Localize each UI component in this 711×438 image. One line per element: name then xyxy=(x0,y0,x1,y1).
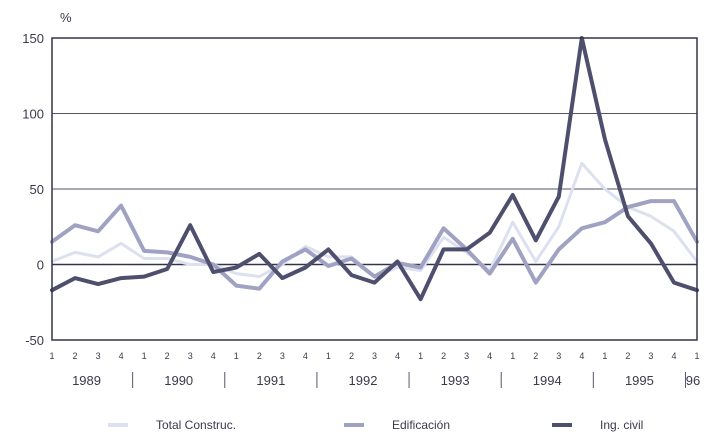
x-tick-label-quarter: 3 xyxy=(372,351,377,361)
x-tick-label-year: 1991 xyxy=(256,373,285,388)
x-tick-label-year: 1995 xyxy=(625,373,654,388)
y-tick-label: 150 xyxy=(22,31,44,46)
y-axis-unit: % xyxy=(60,10,72,25)
x-tick-label-quarter: 1 xyxy=(142,351,147,361)
x-tick-label-quarter: 2 xyxy=(533,351,538,361)
legend-swatch-edificacion xyxy=(344,423,364,427)
x-tick-label-quarter: 1 xyxy=(510,351,515,361)
x-tick-label-quarter: 3 xyxy=(464,351,469,361)
legend-item-ing-civil: Ing. civil xyxy=(552,418,643,432)
x-tick-label-quarter: 4 xyxy=(579,351,584,361)
x-tick-label-quarter: 2 xyxy=(165,351,170,361)
x-tick-label-quarter: 2 xyxy=(349,351,354,361)
plot-frame xyxy=(51,37,698,341)
series-line-2 xyxy=(50,36,699,302)
x-tick-label-quarter: 1 xyxy=(49,351,54,361)
legend-item-edificacion: Edificación xyxy=(344,418,450,432)
x-tick-label-year: 1994 xyxy=(533,373,562,388)
x-tick-label-quarter: 2 xyxy=(625,351,630,361)
x-tick-label-quarter: 4 xyxy=(211,351,216,361)
legend-label-ing-civil: Ing. civil xyxy=(600,418,644,432)
x-tick-label-quarter: 3 xyxy=(648,351,653,361)
x-tick-label-quarter: 4 xyxy=(119,351,124,361)
x-tick-label-year: 1992 xyxy=(349,373,378,388)
series-line-0 xyxy=(50,161,699,279)
x-tick-label-quarter: 4 xyxy=(487,351,492,361)
x-tick-label-quarter: 1 xyxy=(234,351,239,361)
x-tick-label-quarter: 4 xyxy=(671,351,676,361)
legend: Total Construc. Edificación Ing. civil xyxy=(0,418,711,438)
x-tick-label-year: 1990 xyxy=(164,373,193,388)
x-tick-label-quarter: 4 xyxy=(303,351,308,361)
y-tick-label: -50 xyxy=(25,333,44,348)
y-tick-label: 100 xyxy=(22,107,44,122)
x-tick-label-quarter: 2 xyxy=(441,351,446,361)
x-tick-label-quarter: 3 xyxy=(96,351,101,361)
x-tick-labels: 1 2 3 4 1 2 3 4 1 2 3 4 1 2 3 4 1 2 3 4 1 2 3 4 1 2 3 4 1 1989 1990 199… xyxy=(49,351,700,388)
x-tick-label-quarter: 2 xyxy=(257,351,262,361)
x-tick-label-year: 96 xyxy=(686,373,700,388)
x-tick-label-quarter: 1 xyxy=(418,351,423,361)
legend-item-total-construc: Total Construc. xyxy=(108,418,236,432)
x-tick-label-quarter: 1 xyxy=(694,351,699,361)
x-tick-label-quarter: 1 xyxy=(602,351,607,361)
x-tick-label-quarter: 4 xyxy=(395,351,400,361)
x-tick-label-year: 1989 xyxy=(72,373,101,388)
x-tick-label-quarter: 3 xyxy=(188,351,193,361)
x-tick-label-quarter: 3 xyxy=(556,351,561,361)
plot-border xyxy=(51,37,698,341)
legend-label-total-construc: Total Construc. xyxy=(156,418,237,432)
gridlines xyxy=(52,113,697,266)
legend-label-edificacion: Edificación xyxy=(392,418,451,432)
x-tick-label-quarter: 2 xyxy=(73,351,78,361)
legend-swatch-ing-civil xyxy=(552,423,572,427)
x-tick-label-quarter: 3 xyxy=(280,351,285,361)
x-tick-label-quarter: 1 xyxy=(326,351,331,361)
series-lines xyxy=(50,36,699,302)
y-tick-label: 50 xyxy=(30,182,44,197)
series-line-1 xyxy=(50,199,699,291)
y-tick-label: 0 xyxy=(37,258,44,273)
x-tick-label-year: 1993 xyxy=(441,373,470,388)
y-tick-labels: 150 100 50 0 -50 xyxy=(22,31,44,348)
legend-swatch-total-construc xyxy=(108,423,128,427)
